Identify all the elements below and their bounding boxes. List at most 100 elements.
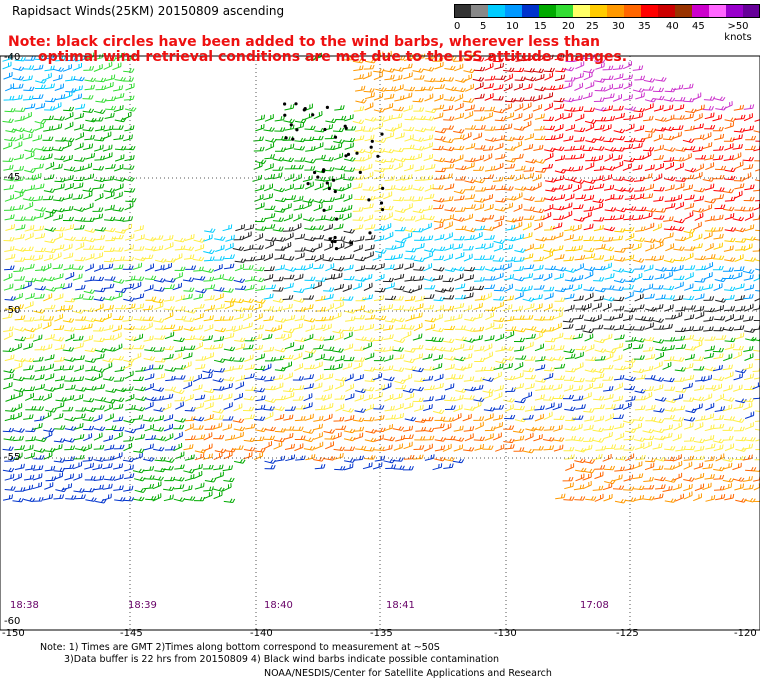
wind-barb [543, 425, 555, 431]
wind-barb [53, 325, 65, 331]
wind-barb [575, 473, 585, 482]
wind-barb [202, 268, 215, 273]
wind-barb [364, 314, 376, 320]
wind-barb [602, 105, 613, 112]
quality-flag-dot [355, 151, 359, 155]
wind-barb [22, 111, 32, 121]
wind-barb [684, 202, 695, 210]
wind-barb [502, 244, 514, 251]
wind-barb [384, 175, 395, 182]
wind-barb [653, 493, 664, 500]
wind-barb [492, 414, 503, 421]
wind-barb [104, 444, 115, 451]
wind-barb [703, 272, 713, 280]
wind-barb [342, 55, 354, 61]
wind-barb [623, 214, 634, 221]
wind-barb [194, 303, 205, 310]
wind-barb [453, 189, 466, 194]
wind-barb [212, 343, 224, 350]
wind-barb [325, 263, 335, 272]
wind-barb [714, 133, 725, 141]
wind-barb [593, 224, 604, 232]
wind-barb [522, 367, 534, 373]
legend-swatch [522, 4, 540, 18]
wind-barb [484, 351, 493, 360]
wind-barb [353, 74, 364, 80]
wind-barb [672, 84, 684, 91]
wind-barb [614, 334, 625, 340]
wind-barb [72, 63, 82, 71]
wind-barb [254, 159, 267, 165]
wind-barb [432, 145, 444, 151]
wind-barb [733, 127, 746, 133]
wind-barb [52, 336, 65, 342]
wind-barb [463, 73, 473, 82]
wind-barb [5, 253, 16, 260]
wind-barb [433, 77, 446, 82]
wind-barb [222, 276, 235, 282]
wind-barb [423, 116, 435, 121]
wind-barb [542, 163, 554, 170]
wind-barb [44, 482, 54, 490]
wind-barb [404, 275, 415, 282]
wind-barb [663, 216, 674, 222]
wind-barb [14, 107, 26, 112]
wind-barb [323, 216, 336, 222]
wind-barb [3, 368, 15, 374]
wind-barb [243, 395, 256, 401]
wind-barb [693, 340, 703, 349]
wind-barb [584, 368, 597, 373]
wind-barb [173, 484, 185, 490]
wind-barb [23, 375, 35, 380]
wind-barb [84, 358, 97, 363]
wind-barb [454, 93, 464, 102]
wind-barb [93, 177, 106, 183]
wind-barb [304, 349, 317, 354]
wind-barb [42, 195, 54, 201]
wind-barb [452, 413, 462, 422]
wind-barb [43, 451, 53, 460]
wind-barb [674, 104, 685, 111]
wind-barb [275, 135, 287, 141]
wind-barb [544, 72, 554, 81]
wind-barb [532, 426, 545, 431]
wind-barb [684, 353, 695, 361]
wind-barb [183, 317, 195, 322]
wind-barb [663, 377, 675, 383]
wind-barb [194, 341, 204, 351]
wind-barb [343, 157, 356, 162]
wind-barb [103, 61, 113, 70]
wind-barb [562, 97, 575, 103]
wind-barb [732, 462, 742, 471]
wind-barb [432, 274, 444, 281]
wind-barb [4, 245, 15, 252]
wind-barb [13, 435, 24, 442]
wind-barb [95, 498, 107, 504]
wind-barb [432, 327, 445, 333]
wind-barb [523, 113, 533, 122]
wind-barb [524, 374, 536, 380]
wind-barb [362, 342, 372, 350]
wind-barb [13, 362, 23, 370]
wind-barb [252, 245, 264, 250]
wind-barb [43, 188, 56, 193]
wind-barb [405, 247, 417, 253]
wind-barb [713, 353, 724, 360]
wind-barb [332, 348, 344, 353]
wind-barb [573, 314, 584, 320]
wind-barb [703, 296, 715, 301]
wind-barb [213, 264, 223, 272]
wind-barb [633, 337, 646, 343]
wind-barb [553, 424, 563, 432]
wind-barb [704, 345, 715, 352]
wind-barb [253, 146, 265, 152]
wind-barb [42, 343, 53, 351]
wind-barb [292, 223, 302, 232]
wind-barb [3, 283, 14, 291]
wind-barb [644, 103, 654, 111]
wind-barb [223, 356, 235, 362]
wind-barb [424, 285, 436, 290]
wind-barb [343, 331, 353, 340]
wind-barb [203, 432, 213, 441]
wind-barb [335, 376, 347, 382]
